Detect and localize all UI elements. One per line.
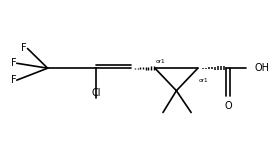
Text: Cl: Cl xyxy=(91,88,101,98)
Text: F: F xyxy=(11,75,16,85)
Text: or1: or1 xyxy=(156,59,165,64)
Text: O: O xyxy=(224,101,232,111)
Text: F: F xyxy=(11,58,16,68)
Text: OH: OH xyxy=(254,63,269,73)
Text: F: F xyxy=(21,43,26,53)
Text: or1: or1 xyxy=(198,78,208,83)
